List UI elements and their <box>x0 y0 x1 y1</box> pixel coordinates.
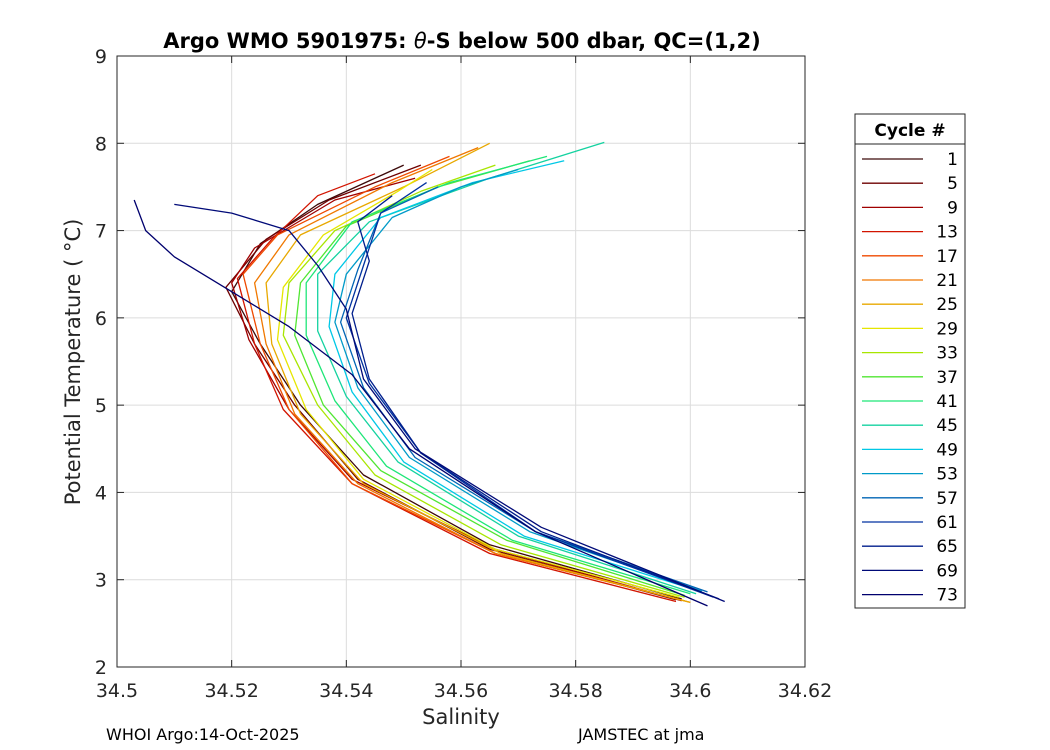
y-tick-label: 3 <box>95 570 107 592</box>
chart-title-theta: θ <box>414 29 427 53</box>
series-line-cycle-69 <box>174 203 725 603</box>
legend-box <box>854 113 966 609</box>
legend-label-cycle-57: 57 <box>936 489 958 509</box>
y-tick-label: 2 <box>95 657 107 679</box>
x-axis-label: Salinity <box>422 705 500 729</box>
legend-label-cycle-25: 25 <box>936 295 958 315</box>
x-tick-label: 34.56 <box>434 680 488 702</box>
legend-title: Cycle # <box>874 121 945 141</box>
legend-label-cycle-5: 5 <box>947 174 958 194</box>
y-tick-label: 9 <box>95 46 107 68</box>
legend-label-cycle-21: 21 <box>936 271 958 291</box>
series-line-cycle-73 <box>133 199 708 607</box>
axis-ticks: 34.5 34.52 34.54 34.56 34.58 34.6 34.62 2 3 4 5 6 7 8… <box>95 46 832 702</box>
legend-label-cycle-69: 69 <box>936 561 958 581</box>
data-series <box>133 141 725 607</box>
series-line-cycle-37 <box>294 160 685 597</box>
chart-title-prefix: Argo WMO 5901975: <box>163 29 414 53</box>
legend-label-cycle-65: 65 <box>936 537 958 557</box>
series-line-cycle-61 <box>345 182 714 598</box>
footer-source: WHOI Argo:14-Oct-2025 <box>106 725 300 744</box>
series-line-cycle-13 <box>236 173 677 603</box>
legend-label-cycle-45: 45 <box>936 416 958 436</box>
legend-label-cycle-61: 61 <box>936 513 958 533</box>
legend-label-cycle-29: 29 <box>936 319 958 339</box>
legend-label-cycle-1: 1 <box>947 150 958 170</box>
x-tick-label: 34.62 <box>778 680 832 702</box>
legend-label-cycle-73: 73 <box>936 586 958 606</box>
legend-label-cycle-37: 37 <box>936 368 958 388</box>
y-tick-label: 6 <box>95 308 107 330</box>
footer-credit: JAMSTEC at jma <box>578 725 705 744</box>
legend-label-cycle-9: 9 <box>947 198 958 218</box>
series-line-cycle-65 <box>351 195 720 600</box>
legend-items: 1 5 9 13 17 21 25 29 33 37 41 45 49 53 57 61 65 69 73 <box>862 150 958 606</box>
legend-label-cycle-53: 53 <box>936 465 958 485</box>
grid-lines <box>116 55 806 668</box>
legend-label-cycle-13: 13 <box>936 223 958 243</box>
series-line-cycle-25 <box>265 142 691 604</box>
y-tick-label: 5 <box>95 395 107 417</box>
series-line-cycle-49 <box>328 160 702 593</box>
legend-label-cycle-41: 41 <box>936 392 958 412</box>
series-line-cycle-17 <box>242 155 685 602</box>
series-line-cycle-21 <box>253 146 691 604</box>
legend-label-cycle-49: 49 <box>936 440 958 460</box>
y-tick-label: 4 <box>95 482 107 504</box>
legend: Cycle # 1 5 9 13 17 21 25 29 33 37 41 45 49 53 57 61 65 6… <box>854 113 966 609</box>
series-line-cycle-29 <box>276 168 680 598</box>
y-axis-label: Potential Temperature ( °C) <box>61 219 85 506</box>
x-tick-label: 34.52 <box>204 680 258 702</box>
x-tick-label: 34.58 <box>548 680 602 702</box>
series-line-cycle-41 <box>305 155 691 595</box>
series-line-cycle-53 <box>334 168 703 592</box>
legend-label-cycle-33: 33 <box>936 344 958 364</box>
chart-title: Argo WMO 5901975: θ-S below 500 dbar, QC… <box>163 29 760 53</box>
x-tick-label: 34.54 <box>319 680 373 702</box>
series-line-cycle-57 <box>339 186 708 593</box>
series-line-cycle-33 <box>282 164 685 598</box>
x-tick-label: 34.5 <box>96 680 138 702</box>
x-tick-label: 34.6 <box>669 680 711 702</box>
legend-label-cycle-17: 17 <box>936 247 958 267</box>
y-tick-label: 7 <box>95 221 107 243</box>
chart-title-suffix: -S below 500 dbar, QC=(1,2) <box>427 29 761 53</box>
series-line-cycle-45 <box>317 141 697 595</box>
y-tick-label: 8 <box>95 133 107 155</box>
